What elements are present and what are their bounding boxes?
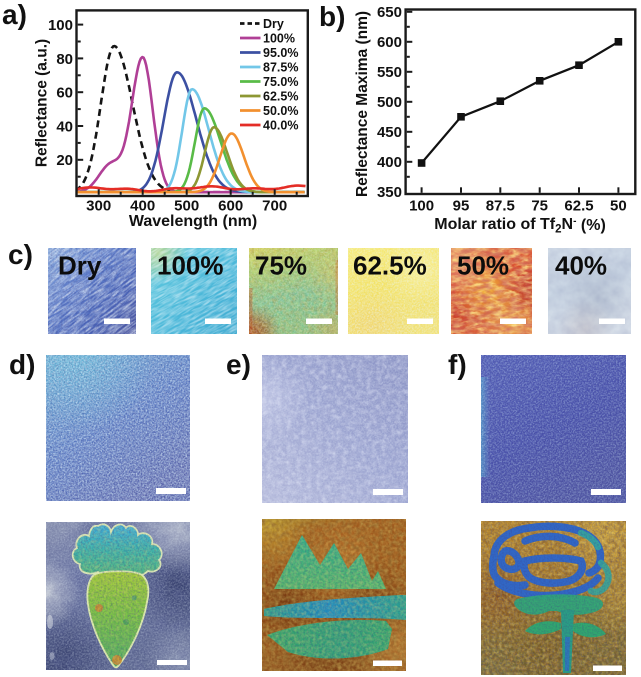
- svg-text:80: 80: [56, 51, 73, 68]
- svg-text:Dry: Dry: [263, 17, 284, 31]
- svg-text:100: 100: [48, 17, 73, 34]
- svg-text:87.5%: 87.5%: [263, 61, 298, 75]
- svg-text:400: 400: [377, 154, 402, 171]
- svg-text:50.0%: 50.0%: [263, 104, 298, 118]
- svg-text:100: 100: [409, 198, 434, 215]
- svg-text:100%: 100%: [157, 251, 224, 281]
- svg-text:75%: 75%: [255, 251, 307, 281]
- svg-text:20: 20: [56, 152, 73, 169]
- svg-text:300: 300: [86, 198, 111, 215]
- svg-text:87.5: 87.5: [486, 198, 515, 215]
- svg-text:75.0%: 75.0%: [263, 75, 298, 89]
- svg-text:550: 550: [377, 64, 402, 81]
- svg-text:350: 350: [377, 184, 402, 201]
- svg-text:95.0%: 95.0%: [263, 46, 298, 60]
- svg-text:40: 40: [56, 118, 73, 135]
- svg-text:62.5%: 62.5%: [353, 251, 427, 281]
- svg-text:600: 600: [218, 198, 243, 215]
- svg-text:Reflectance (a.u.): Reflectance (a.u.): [34, 39, 51, 167]
- svg-text:650: 650: [377, 4, 402, 21]
- svg-text:60: 60: [56, 85, 73, 102]
- svg-text:50: 50: [610, 198, 627, 215]
- svg-text:450: 450: [377, 124, 402, 141]
- svg-text:400: 400: [130, 198, 155, 215]
- svg-text:75: 75: [531, 198, 548, 215]
- svg-text:62.5%: 62.5%: [263, 90, 298, 104]
- svg-text:62.5: 62.5: [564, 198, 593, 215]
- svg-text:500: 500: [377, 94, 402, 111]
- svg-text:100%: 100%: [263, 32, 295, 46]
- svg-text:Reflectance Maxima (nm): Reflectance Maxima (nm): [354, 11, 371, 197]
- svg-text:40%: 40%: [555, 251, 607, 281]
- svg-text:700: 700: [262, 198, 287, 215]
- svg-text:40.0%: 40.0%: [263, 119, 298, 133]
- svg-text:500: 500: [174, 198, 199, 215]
- svg-text:Wavelength (nm): Wavelength (nm): [129, 213, 257, 230]
- svg-text:Molar ratio of Tf2N- (%): Molar ratio of Tf2N- (%): [434, 216, 606, 236]
- svg-text:95: 95: [453, 198, 470, 215]
- svg-text:50%: 50%: [457, 251, 509, 281]
- svg-text:600: 600: [377, 34, 402, 51]
- svg-text:Dry: Dry: [58, 251, 102, 281]
